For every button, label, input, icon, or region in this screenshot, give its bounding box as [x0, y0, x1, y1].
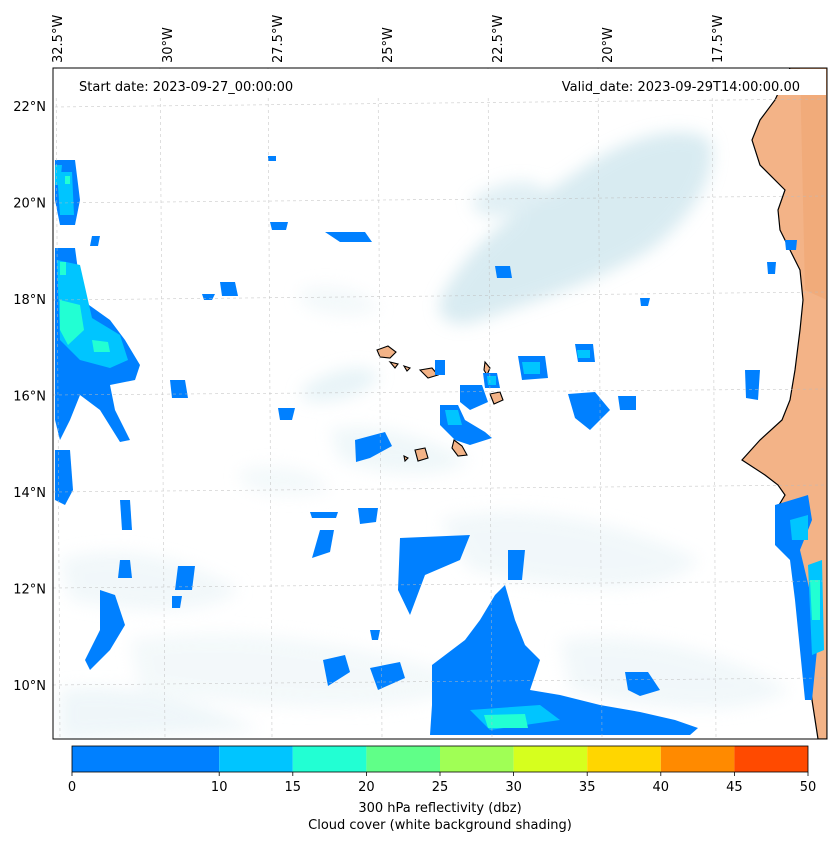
lat-label: 14°N [13, 486, 46, 501]
lon-label: 17.5°W [711, 15, 726, 63]
lon-label: 27.5°W [271, 15, 286, 63]
reflectivity-contours [55, 156, 818, 735]
lon-label: 32.5°W [51, 15, 66, 63]
colorbar: 0 10 15 20 25 30 35 40 45 50 [68, 745, 817, 795]
colorbar-tick-label: 0 [68, 780, 76, 795]
colorbar-segment [292, 746, 367, 772]
lat-label: 18°N [13, 293, 46, 308]
lat-label: 22°N [13, 100, 46, 115]
lon-label: 20°W [601, 27, 616, 63]
gridlines [52, 67, 826, 740]
land-tint [800, 68, 827, 300]
colorbar-segment [219, 746, 293, 772]
colorbar-tick-label: 35 [579, 780, 596, 795]
reflectivity-15-20 [60, 176, 820, 728]
colorbar-segment [734, 746, 808, 772]
lon-label: 25°W [381, 27, 396, 63]
lat-label: 16°N [13, 390, 46, 405]
lat-label: 12°N [13, 583, 46, 598]
colorbar-segment [440, 746, 514, 772]
colorbar-tick-label: 25 [432, 780, 449, 795]
colorbar-segment [587, 746, 661, 772]
colorbar-tick-label: 20 [358, 780, 375, 795]
latitude-labels: 22°N 20°N 18°N 16°N 14°N 12°N 10°N [13, 100, 46, 694]
valid-date-label: Valid_date: 2023-09-29T14:00:00.00 [562, 80, 800, 95]
colorbar-tick-label: 15 [285, 780, 302, 795]
lat-label: 10°N [13, 679, 46, 694]
colorbar-label-cloud-cover: Cloud cover (white background shading) [308, 818, 572, 833]
cape-verde-islands [376, 345, 504, 463]
longitude-labels: 32.5°W 30°W 27.5°W 25°W 22.5°W 20°W 17.5°W [51, 15, 726, 63]
lon-label: 22.5°W [491, 15, 506, 63]
start-date-label: Start date: 2023-09-27_00:00:00 [79, 80, 293, 95]
colorbar-tick-label: 45 [726, 780, 743, 795]
colorbar-segment [660, 746, 735, 772]
colorbar-segment [366, 746, 440, 772]
lat-label: 20°N [13, 197, 46, 212]
info-band [54, 69, 826, 95]
colorbar-tick-label: 30 [505, 780, 522, 795]
colorbar-label-reflectivity: 300 hPa reflectivity (dbz) [358, 801, 522, 816]
lon-label: 30°W [161, 27, 176, 63]
colorbar-tick-label: 50 [800, 780, 817, 795]
colorbar-segment [72, 746, 220, 772]
colorbar-tick-label: 10 [211, 780, 228, 795]
map-frame [52, 67, 828, 740]
colorbar-segment [513, 746, 588, 772]
colorbar-tick-label: 40 [653, 780, 670, 795]
